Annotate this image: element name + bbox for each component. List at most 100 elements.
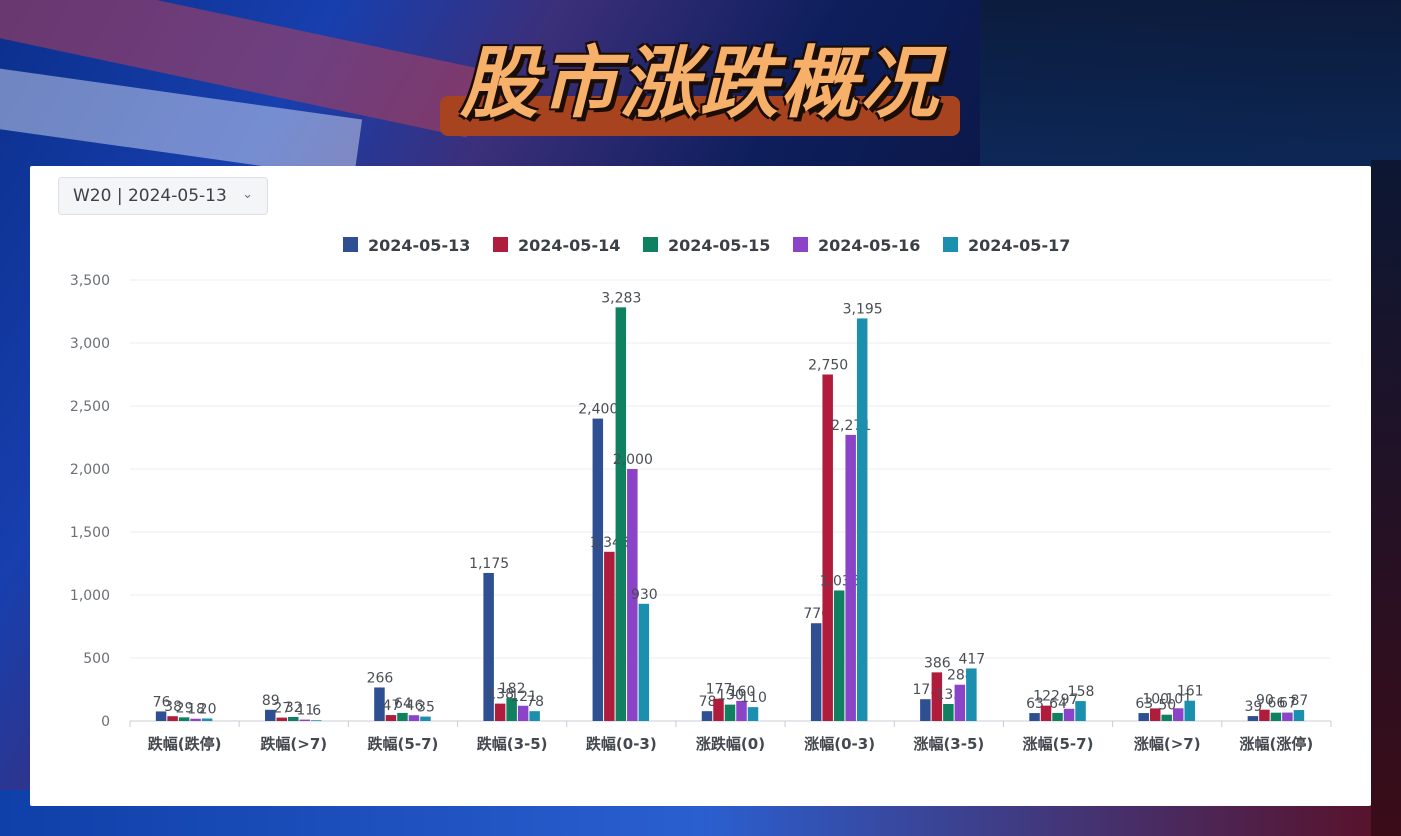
bar xyxy=(1052,712,1063,721)
bar xyxy=(701,711,713,721)
legend-swatch xyxy=(493,237,508,252)
bar xyxy=(920,699,931,721)
bar xyxy=(1172,708,1184,721)
bar xyxy=(1029,713,1040,721)
bar xyxy=(299,719,311,721)
week-select-dropdown[interactable]: W20 | 2024-05-13 ⌄ xyxy=(58,177,268,215)
data-label: 97 xyxy=(1061,692,1079,708)
data-label: 78 xyxy=(526,694,544,710)
y-tick-label: 1,000 xyxy=(70,588,110,604)
bar xyxy=(638,603,650,721)
y-tick-label: 0 xyxy=(101,714,110,730)
bar xyxy=(1161,714,1172,721)
legend-swatch xyxy=(943,237,958,252)
data-label: 64 xyxy=(394,696,412,712)
bar xyxy=(265,709,276,721)
bar xyxy=(1075,701,1086,721)
bar xyxy=(483,572,494,721)
data-label: 18 xyxy=(187,702,205,718)
bar xyxy=(1184,700,1195,721)
bar xyxy=(615,307,627,721)
bar xyxy=(517,705,529,721)
data-label: 11 xyxy=(296,703,314,719)
bar xyxy=(529,711,540,721)
bar xyxy=(167,716,178,721)
legend-swatch xyxy=(643,237,658,252)
data-label: 35 xyxy=(417,700,435,716)
data-label: 1,175 xyxy=(469,556,509,572)
bar xyxy=(506,698,517,721)
data-label: 182 xyxy=(499,681,526,697)
data-label: 27 xyxy=(273,701,291,717)
data-label: 110 xyxy=(740,690,767,706)
bar xyxy=(713,698,724,721)
legend-label: 2024-05-17 xyxy=(968,236,1070,255)
bar xyxy=(201,718,213,721)
legend-swatch xyxy=(793,237,808,252)
data-label: 122 xyxy=(1033,689,1060,705)
chevron-down-icon: ⌄ xyxy=(242,187,253,202)
bar xyxy=(420,716,431,721)
data-label: 177 xyxy=(706,682,733,698)
bar xyxy=(385,715,397,721)
data-label: 417 xyxy=(958,651,985,667)
data-label: 121 xyxy=(510,689,537,705)
y-tick-label: 2,000 xyxy=(70,462,110,478)
legend-label: 2024-05-15 xyxy=(668,236,770,255)
data-label: 3,195 xyxy=(843,301,883,317)
data-label: 46 xyxy=(406,698,424,714)
data-label: 38 xyxy=(164,699,182,715)
bar xyxy=(1138,713,1149,721)
bar xyxy=(931,672,943,721)
bar xyxy=(822,374,833,721)
bar xyxy=(397,712,408,721)
x-category-label: 涨幅(3-5) xyxy=(913,735,984,753)
data-label: 158 xyxy=(1068,684,1095,700)
bar xyxy=(833,590,845,721)
data-label: 930 xyxy=(631,587,658,603)
bar xyxy=(845,434,856,721)
page-title-text: 股市涨跌概况 xyxy=(459,39,940,129)
bar xyxy=(1270,712,1282,721)
data-label: 67 xyxy=(1279,696,1297,712)
x-category-label: 涨跌幅(0) xyxy=(696,735,765,753)
bar xyxy=(494,703,506,721)
data-label: 6 xyxy=(312,703,321,719)
bar xyxy=(190,718,201,721)
data-label: 20 xyxy=(199,701,217,717)
bar xyxy=(856,318,868,721)
y-tick-label: 500 xyxy=(83,651,110,667)
x-category-label: 涨幅(涨停) xyxy=(1240,735,1314,753)
background-stripe xyxy=(980,0,1401,170)
data-label: 2,750 xyxy=(808,358,848,374)
x-category-label: 跌幅(>7) xyxy=(260,735,327,753)
data-label: 386 xyxy=(924,655,951,671)
x-category-label: 跌幅(0-3) xyxy=(586,735,657,753)
bar xyxy=(1063,708,1075,721)
data-label: 160 xyxy=(729,684,756,700)
data-label: 100 xyxy=(1142,691,1169,707)
bar xyxy=(1247,716,1259,721)
legend-label: 2024-05-16 xyxy=(818,236,920,255)
bar xyxy=(604,551,615,721)
data-label: 161 xyxy=(1177,684,1204,700)
bar xyxy=(1282,712,1293,721)
bar xyxy=(966,668,977,721)
bar xyxy=(1259,709,1270,721)
data-label: 266 xyxy=(367,670,394,686)
legend-label: 2024-05-14 xyxy=(518,236,620,255)
x-category-label: 跌幅(5-7) xyxy=(368,735,439,753)
bar xyxy=(592,418,604,721)
bar xyxy=(178,717,190,721)
bar xyxy=(747,707,759,721)
background-stripe xyxy=(1371,160,1401,836)
data-label: 29 xyxy=(176,700,194,716)
bar xyxy=(627,469,638,721)
data-label: 87 xyxy=(1290,693,1308,709)
page-title: 股市涨跌概况 xyxy=(440,34,960,136)
data-label: 90 xyxy=(1256,693,1274,709)
data-label: 76 xyxy=(153,694,171,710)
data-label: 89 xyxy=(262,693,280,709)
data-label: 39 xyxy=(1244,699,1262,715)
x-category-label: 跌幅(3-5) xyxy=(477,735,548,753)
